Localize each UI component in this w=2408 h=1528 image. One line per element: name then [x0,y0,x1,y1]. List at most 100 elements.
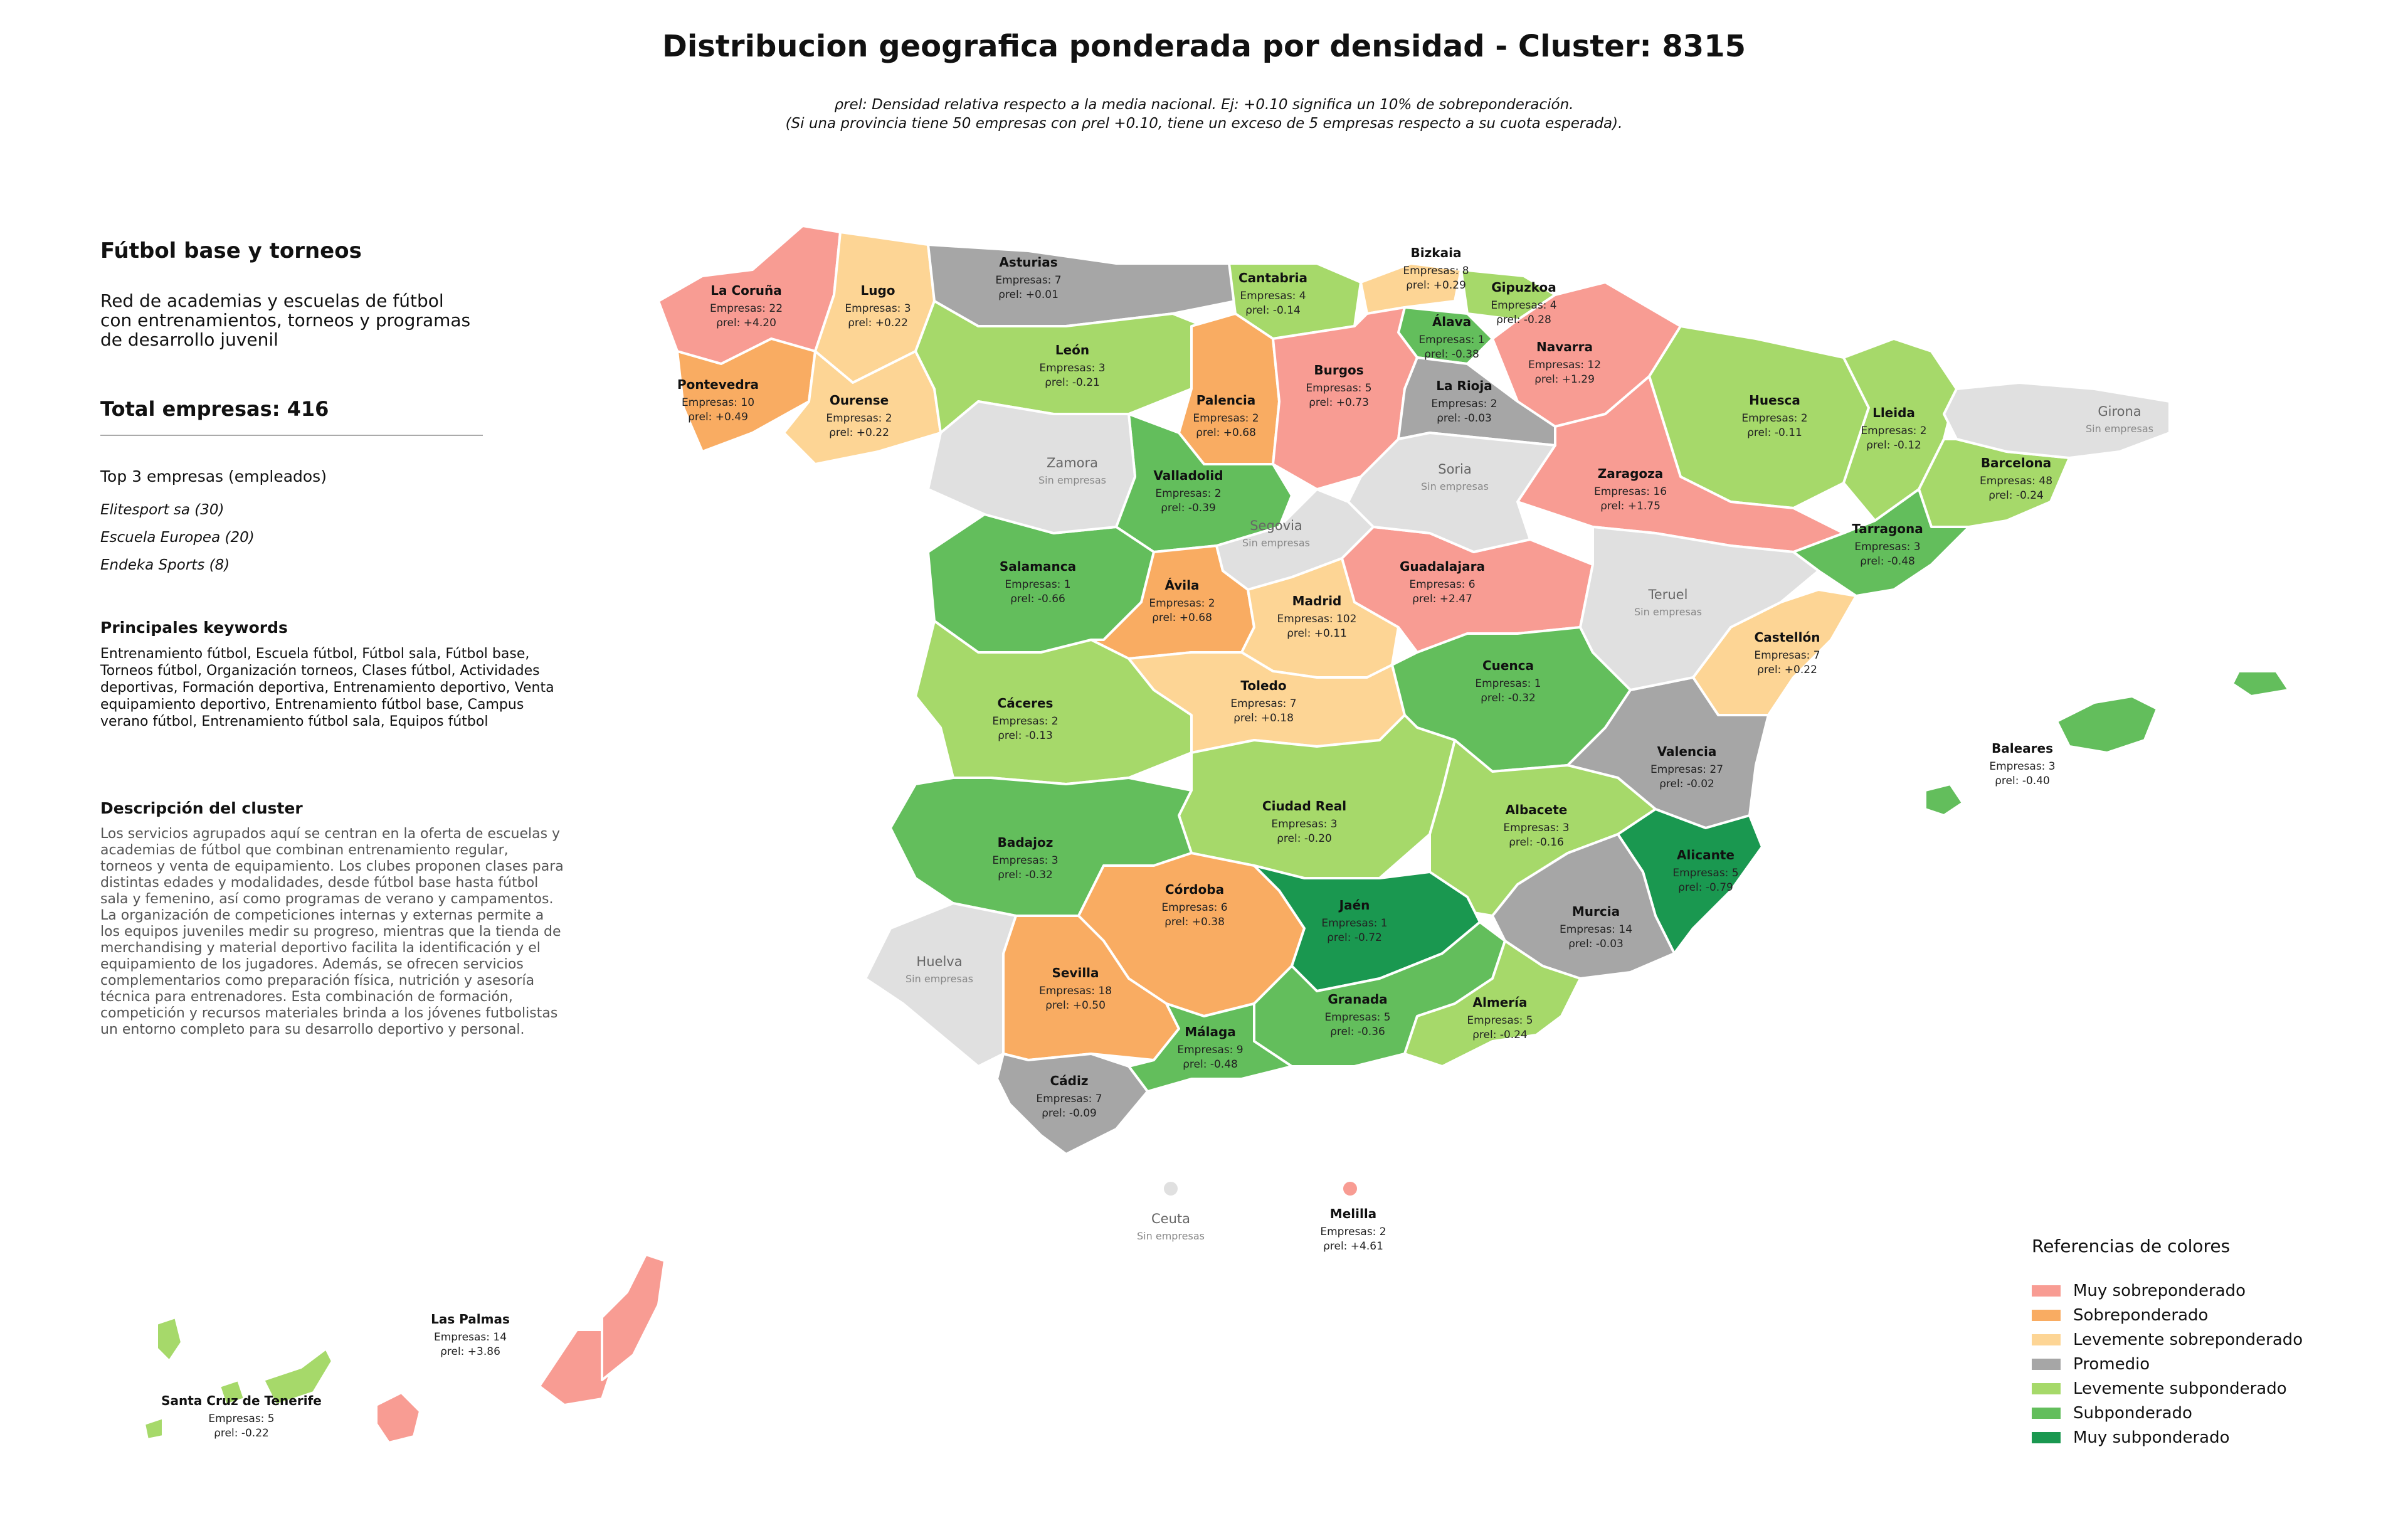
legend-item: Muy subponderado [2032,1428,2303,1447]
province-count: Empresas: 2 [1193,412,1259,425]
cluster-title: Fútbol base y torneos [100,238,362,263]
province-count: Empresas: 22 [710,302,783,315]
province-huelva [864,902,1017,1068]
province-segovia [1215,488,1375,591]
province-rho: ρrel: -0.38 [1424,348,1479,361]
legend-title: Referencias de colores [2032,1236,2231,1256]
province-label: Zamora [1047,455,1098,470]
province-label: Córdoba [1165,882,1224,897]
province-label: Valladolid [1153,468,1223,483]
province-rho: ρrel: -0.02 [1659,778,1714,790]
legend-label: Muy sobreponderado [2073,1281,2246,1300]
province-rho: ρrel: -0.48 [1860,555,1915,568]
province-label: Lugo [860,283,895,298]
province-count: Empresas: 3 [1039,362,1105,374]
province-asturias [927,243,1237,327]
province-label: Soria [1438,462,1472,477]
province-soria [1347,432,1556,553]
province-count: Empresas: 2 [1149,597,1215,610]
province-count: Empresas: 7 [995,274,1061,287]
province-label: Baleares [1992,741,2053,756]
province-label: Alicante [1677,847,1735,862]
province-rho: ρrel: +0.11 [1287,627,1347,640]
province-rho: ρrel: +0.68 [1196,427,1256,439]
province-label: Valencia [1657,744,1717,759]
province-count: Empresas: 14 [1560,923,1632,936]
province-rho: ρrel: +0.22 [829,427,889,439]
province-label: Madrid [1292,593,1342,608]
legend-swatch [2032,1407,2061,1419]
province-count: Empresas: 1 [1418,334,1484,346]
province-rho: ρrel: +0.01 [998,289,1059,301]
province-rho: ρrel: -0.09 [1042,1107,1097,1120]
province-count: Empresas: 12 [1528,359,1601,371]
province-rho: ρrel: -0.24 [1472,1029,1528,1041]
province-label: Toledo [1240,678,1286,693]
province-count: Empresas: 16 [1594,485,1667,498]
cluster-description-heading: Descripción del cluster [100,799,303,817]
legend-swatch [2032,1358,2061,1370]
province-label: Asturias [999,255,1057,270]
province-rho: ρrel: -0.48 [1183,1058,1238,1071]
province-label: Ciudad Real [1262,798,1346,814]
province-count: Empresas: 9 [1177,1044,1243,1056]
province-rho: ρrel: +1.75 [1600,500,1661,512]
legend-swatch [2032,1431,2061,1443]
province-rho: ρrel: +0.29 [1406,279,1466,292]
province-rho: ρrel: -0.79 [1678,881,1733,894]
province-label: Teruel [1648,587,1688,602]
no-data-label: Sin empresas [2086,423,2153,435]
province-count: Empresas: 1 [1005,578,1070,591]
cluster-info-panel: Fútbol base y torneos Red de academias y… [100,238,564,1038]
legend-item: Subponderado [2032,1404,2303,1423]
province-count: Empresas: 3 [992,854,1058,867]
province-count: Empresas: 2 [1431,398,1497,410]
province-label: Navarra [1536,339,1593,354]
province-rho: ρrel: -0.22 [214,1427,269,1440]
divider [100,435,483,436]
province-count: Empresas: 5 [1324,1011,1390,1024]
province-rho: ρrel: -0.11 [1747,427,1802,439]
province-murcia [1491,833,1676,980]
province-count: Empresas: 6 [1409,578,1475,591]
province-count: Empresas: 3 [1854,541,1920,553]
province-island [601,1253,666,1381]
keywords-text: Entrenamiento fútbol, Escuela fútbol, Fú… [100,646,554,730]
province-count: Empresas: 1 [1475,677,1541,690]
cluster-description-text: Los servicios agrupados aquí se centran … [100,826,564,1037]
province-count: Empresas: 3 [845,302,911,315]
province-label: Segovia [1250,518,1302,533]
map-title: Distribucion geografica ponderada por de… [662,29,1746,64]
province-rho: ρrel: -0.39 [1161,502,1216,514]
no-data-label: Sin empresas [1137,1230,1205,1242]
legend-item: Promedio [2032,1355,2303,1374]
province-count: Empresas: 1 [1321,917,1387,930]
province-island [1924,783,1964,817]
province-count: Empresas: 2 [1741,412,1807,425]
province-rho: ρrel: +0.50 [1045,999,1106,1012]
province-rho: ρrel: -0.72 [1327,931,1382,944]
province-rho: ρrel: -0.32 [1481,692,1536,704]
province-label: Ourense [830,393,889,408]
province-rho: ρrel: -0.66 [1010,593,1065,605]
province-label: La Coruña [710,283,781,298]
no-data-label: Sin empresas [906,973,973,985]
province-rho: ρrel: -0.40 [1995,775,2050,787]
province-rho: ρrel: -0.20 [1277,832,1332,845]
legend-item: Muy sobreponderado [2032,1281,2303,1300]
top-company: Endeka Sports (8) [100,557,230,573]
total-companies: Total empresas: 416 [100,397,329,421]
province-count: Empresas: 102 [1277,613,1357,625]
province-label: Las Palmas [431,1312,510,1327]
province-count: Empresas: 7 [1230,698,1296,710]
province-label: Barcelona [1981,455,2051,470]
province-rho: ρrel: -0.12 [1866,439,1921,452]
province-count: Empresas: 6 [1161,901,1227,914]
province-label: Sevilla [1052,965,1099,980]
province-count: Empresas: 10 [682,396,754,409]
province-label: Ávila [1164,578,1199,593]
province-label: Jaén [1338,898,1370,913]
province-count: Empresas: 8 [1403,265,1469,277]
province-count: Empresas: 5 [1672,867,1738,879]
